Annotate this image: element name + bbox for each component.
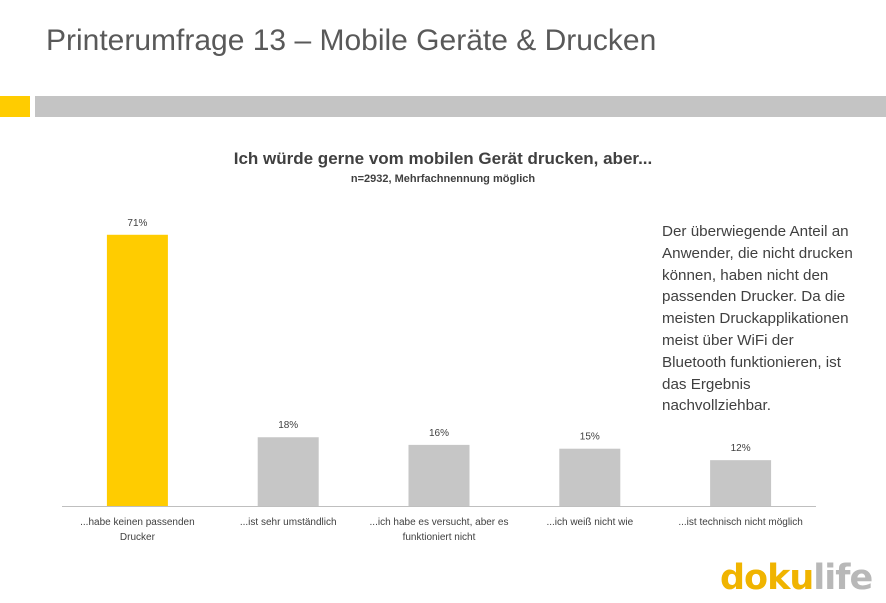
data-label-0: 71% — [127, 218, 147, 229]
header-bar — [35, 96, 886, 117]
bar-4 — [710, 460, 772, 506]
category-label-4: ...ist technisch nicht möglich — [678, 517, 803, 528]
category-label-0: ...habe keinen passenden Drucker — [80, 517, 195, 543]
commentary-text: Der überwiegende Anteil an Anwender, die… — [662, 223, 853, 415]
bar-3 — [559, 448, 621, 506]
chart-subtitle: n=2932, Mehrfachnennung möglich — [350, 173, 536, 185]
category-label-2: ...ich habe es versucht, aber es funktion… — [370, 517, 509, 543]
data-label-3: 15% — [580, 432, 600, 443]
slide-title: Printerumfrage 13 – Mobile Geräte & Druc… — [46, 24, 657, 57]
bar-0 — [106, 234, 168, 506]
data-label-2: 16% — [429, 428, 449, 439]
accent-bar — [0, 96, 30, 117]
data-label-1: 18% — [278, 420, 298, 431]
dokulife-logo: dokulife — [720, 558, 873, 598]
bar-1 — [257, 437, 319, 506]
bar-2 — [408, 444, 470, 506]
category-label-3: ...ich weiß nicht wie — [546, 517, 633, 528]
chart-title: Ich würde gerne vom mobilen Gerät drucke… — [233, 149, 653, 168]
category-label-1: ...ist sehr umständlich — [240, 517, 337, 528]
data-label-4: 12% — [731, 443, 751, 454]
